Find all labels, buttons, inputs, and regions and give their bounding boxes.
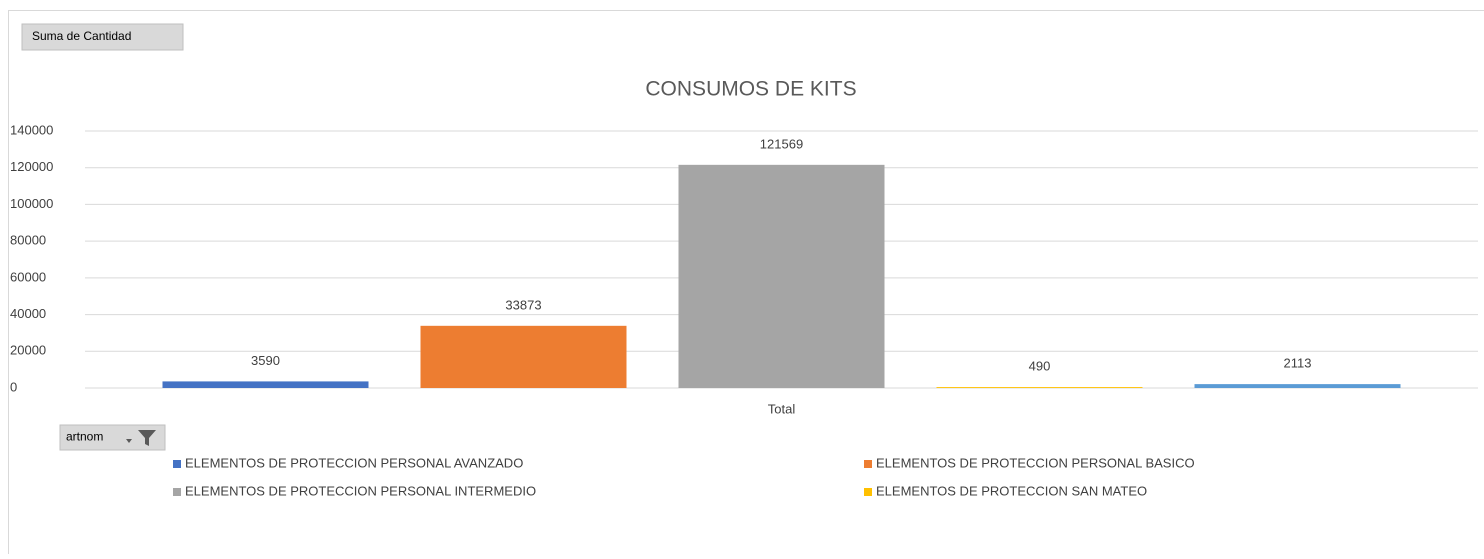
legend-swatch	[864, 488, 872, 496]
y-tick-label: 40000	[10, 306, 46, 321]
bar	[421, 326, 627, 388]
legend-swatch	[864, 460, 872, 468]
y-tick-label: 140000	[10, 122, 53, 137]
data-label: 33873	[505, 297, 541, 312]
legend-label: ELEMENTOS DE PROTECCION PERSONAL INTERME…	[185, 483, 536, 498]
legend-swatch	[173, 488, 181, 496]
data-label: 121569	[760, 136, 803, 151]
data-label: 3590	[251, 353, 280, 368]
chart-title: CONSUMOS DE KITS	[645, 78, 856, 101]
y-tick-label: 20000	[10, 343, 46, 358]
y-tick-label: 120000	[10, 159, 53, 174]
bar	[679, 165, 885, 388]
legend-label: ELEMENTOS DE PROTECCION PERSONAL AVANZAD…	[185, 455, 523, 470]
data-label: 490	[1029, 359, 1051, 374]
data-label: 2113	[1284, 356, 1312, 371]
bar	[1195, 384, 1401, 388]
value-field-label: Suma de Cantidad	[32, 29, 131, 43]
y-tick-label: 60000	[10, 269, 46, 284]
axis-field-label: artnom	[66, 430, 103, 444]
bar	[937, 387, 1143, 388]
legend-label: ELEMENTOS DE PROTECCION PERSONAL BASICO	[876, 455, 1195, 470]
x-tick-label: Total	[768, 401, 796, 416]
bar	[163, 381, 369, 388]
y-tick-label: 0	[10, 379, 17, 394]
y-tick-label: 80000	[10, 233, 46, 248]
legend-label: ELEMENTOS DE PROTECCION SAN MATEO	[876, 483, 1147, 498]
y-tick-label: 100000	[10, 196, 53, 211]
legend-swatch	[173, 460, 181, 468]
